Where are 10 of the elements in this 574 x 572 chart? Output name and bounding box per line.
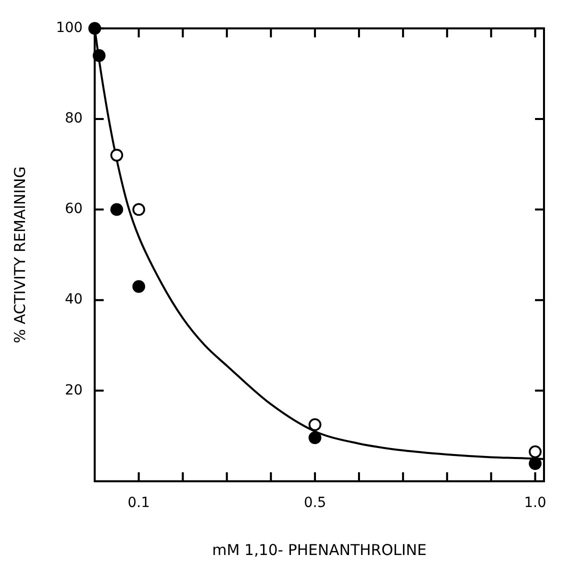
x-axis-title: mM 1,10- PHENANTHROLINE (212, 540, 427, 559)
y-tick-label: 100 (56, 20, 83, 36)
y-tick-label: 40 (64, 292, 83, 308)
x-tick-label: 0.5 (304, 495, 326, 512)
y-axis-title: % ACTIVITY REMAINING (10, 166, 29, 344)
x-tick-label: 1.0 (524, 495, 546, 512)
y-tick-label: 80 (64, 110, 83, 127)
y-tick-label: 60 (64, 201, 83, 218)
x-tick-label: 0.1 (128, 495, 150, 512)
y-tick-label: 20 (64, 382, 83, 398)
